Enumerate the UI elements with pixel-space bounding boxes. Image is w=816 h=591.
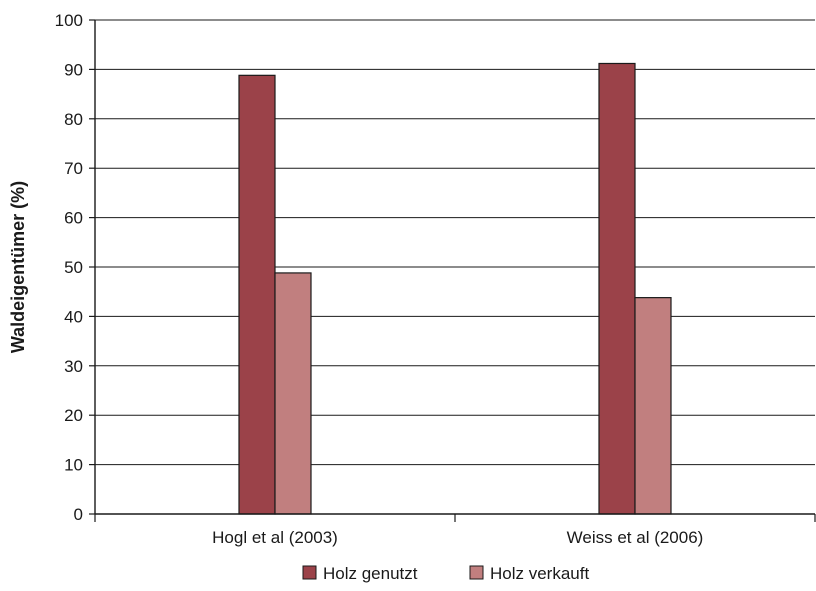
- bars: [238, 62, 672, 515]
- y-tick-label: 10: [64, 456, 83, 475]
- y-tick-label: 70: [64, 159, 83, 178]
- bar-holz-verkauft: [274, 272, 312, 515]
- y-tick-label: 80: [64, 110, 83, 129]
- y-tick-label: 50: [64, 258, 83, 277]
- y-tick-label: 40: [64, 307, 83, 326]
- legend: Holz genutzt Holz verkauft: [302, 564, 589, 583]
- y-axis-title: Waldeigentümer (%): [8, 181, 28, 353]
- y-tick-label: 90: [64, 60, 83, 79]
- bar-holz-genutzt: [238, 74, 276, 515]
- legend-swatch: [302, 565, 317, 580]
- y-tick-label: 100: [55, 11, 83, 30]
- x-category-label: Hogl et al (2003): [212, 528, 338, 547]
- x-category-labels: Hogl et al (2003) Weiss et al (2006): [212, 528, 703, 547]
- bar-holz-verkauft: [634, 297, 672, 515]
- bar-holz-genutzt: [598, 62, 636, 515]
- y-tick-label: 0: [74, 505, 83, 524]
- axes: [89, 19, 816, 522]
- y-tick-label: 30: [64, 357, 83, 376]
- y-tick-labels: 0 10 20 30 40 50 60 70 80 90 100: [55, 11, 83, 524]
- legend-swatch: [469, 565, 484, 580]
- y-tick-label: 20: [64, 406, 83, 425]
- legend-label: Holz genutzt: [323, 564, 418, 583]
- x-category-label: Weiss et al (2006): [567, 528, 704, 547]
- grid-lines: [95, 19, 815, 466]
- legend-label: Holz verkauft: [490, 564, 589, 583]
- y-tick-label: 60: [64, 209, 83, 228]
